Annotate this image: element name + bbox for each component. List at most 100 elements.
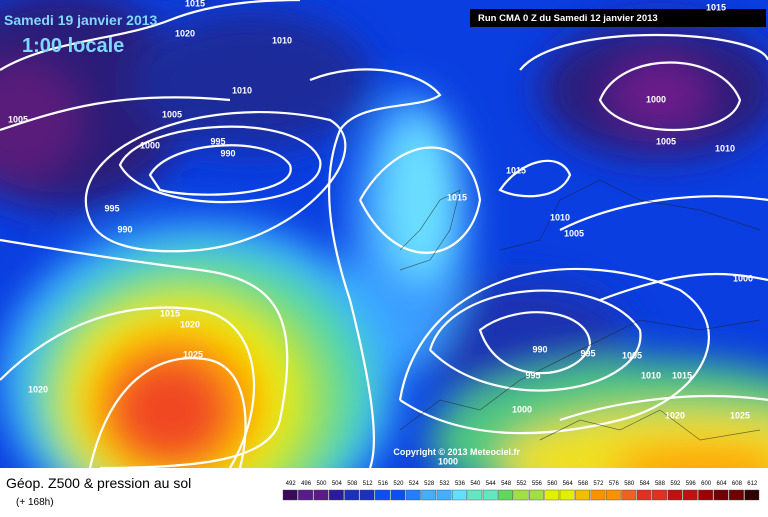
isobar-label: 1020 xyxy=(175,28,195,38)
legend-label: 568 xyxy=(578,481,589,487)
legend-label: 588 xyxy=(655,481,666,487)
run-box xyxy=(470,9,766,27)
legend-label: 560 xyxy=(547,481,558,487)
isobar-label: 990 xyxy=(220,148,235,158)
legend-label: 496 xyxy=(301,481,312,487)
legend-label: 604 xyxy=(717,481,728,487)
legend-swatch xyxy=(682,489,698,501)
legend-swatch xyxy=(344,489,360,501)
isobar-label: 995 xyxy=(525,370,540,380)
legend-swatch xyxy=(421,489,437,501)
legend-label: 500 xyxy=(316,481,327,487)
isobar-label: 1005 xyxy=(8,114,28,124)
legend-label: 504 xyxy=(332,481,343,487)
legend-label: 524 xyxy=(409,481,420,487)
isobar-label: 995 xyxy=(104,203,119,213)
isobar-label: 990 xyxy=(532,344,547,354)
legend-label: 552 xyxy=(516,481,527,487)
isobar-label: 1000 xyxy=(733,273,753,283)
isobar-label: 1010 xyxy=(641,370,661,380)
isobar-label: 1015 xyxy=(447,192,467,202)
legend-swatch xyxy=(513,489,529,501)
legend-swatch xyxy=(528,489,544,501)
legend-swatch xyxy=(452,489,467,501)
isobar-label: 1000 xyxy=(512,404,532,414)
legend-swatch xyxy=(482,489,498,501)
legend-swatch xyxy=(605,489,621,501)
legend-swatch xyxy=(498,489,514,501)
legend-label: 592 xyxy=(670,481,681,487)
legend-swatch xyxy=(313,489,329,501)
isobar-label: 995 xyxy=(210,136,225,146)
isobar-label: 990 xyxy=(117,224,132,234)
legend-label: 532 xyxy=(440,481,451,487)
legend-label: 508 xyxy=(347,481,358,487)
copyright: Copyright © 2013 Meteociel.fr xyxy=(393,447,520,457)
legend-label: 520 xyxy=(393,481,404,487)
legend-swatch xyxy=(698,489,714,501)
isobar-label: 1015 xyxy=(672,370,692,380)
legend-swatch xyxy=(636,489,652,501)
legend-swatch xyxy=(467,489,483,501)
isobar-label: 1010 xyxy=(550,212,570,222)
legend-swatch xyxy=(544,489,560,501)
legend-label: 612 xyxy=(747,481,758,487)
legend-swatch xyxy=(744,489,760,501)
isobar-label: 1010 xyxy=(715,143,735,153)
legend-swatch xyxy=(390,489,406,501)
isobar-label: 995 xyxy=(580,348,595,358)
legend-label: 564 xyxy=(563,481,574,487)
legend-swatch xyxy=(559,489,575,501)
isobar-label: 1010 xyxy=(232,85,252,95)
legend-label: 596 xyxy=(686,481,697,487)
legend-label: 572 xyxy=(593,481,604,487)
legend-swatch xyxy=(590,489,606,501)
isobar-label: 1025 xyxy=(730,410,750,420)
legend-swatch xyxy=(328,489,344,501)
legend-swatch xyxy=(713,489,729,501)
isobar-label: 1020 xyxy=(28,384,48,394)
legend-label: 600 xyxy=(701,481,712,487)
footer-title: Géop. Z500 & pression au sol xyxy=(6,475,191,491)
isobar-label: 1000 xyxy=(438,456,458,466)
legend-label: 556 xyxy=(532,481,543,487)
legend-swatch xyxy=(652,489,667,501)
legend-label: 540 xyxy=(470,481,481,487)
legend-label: 584 xyxy=(640,481,651,487)
isobar-label: 1010 xyxy=(272,35,292,45)
legend-swatch xyxy=(359,489,375,501)
legend: 492 496 500 504 508 512 516 520 524 528 532 536 540 5… xyxy=(282,481,760,501)
lead-time: (+ 168h) xyxy=(16,497,54,508)
legend-swatch xyxy=(575,489,590,501)
legend-swatch xyxy=(298,489,313,501)
legend-swatch xyxy=(375,489,390,501)
legend-label: 516 xyxy=(378,481,389,487)
legend-label: 580 xyxy=(624,481,635,487)
run-info: Run CMA 0 Z du Samedi 12 janvier 2013 xyxy=(478,13,658,24)
legend-swatch xyxy=(667,489,683,501)
legend-label: 512 xyxy=(363,481,374,487)
isobar-label: 1020 xyxy=(665,410,685,420)
legend-label: 528 xyxy=(424,481,435,487)
time: 1:00 locale xyxy=(22,35,124,57)
legend-swatch xyxy=(282,489,298,501)
isobar-label: 1020 xyxy=(180,319,200,329)
legend-swatch xyxy=(729,489,744,501)
legend-label: 576 xyxy=(609,481,620,487)
isobar-label: 1005 xyxy=(622,350,642,360)
legend-label: 536 xyxy=(455,481,466,487)
legend-label: 548 xyxy=(501,481,512,487)
isobar-label: 1000 xyxy=(140,140,160,150)
coastlines xyxy=(399,179,761,441)
isobar-label: 1005 xyxy=(162,109,182,119)
date: Samedi 19 janvier 2013 xyxy=(4,12,158,28)
isobars xyxy=(0,0,768,468)
legend-swatch xyxy=(405,489,421,501)
isobar-label: 1000 xyxy=(646,94,666,104)
legend-swatch xyxy=(436,489,452,501)
legend-swatch xyxy=(621,489,637,501)
isobar-labels: 1015 1020 1010 1010 1005 1005 1000 995 990 995 990… xyxy=(8,0,753,466)
